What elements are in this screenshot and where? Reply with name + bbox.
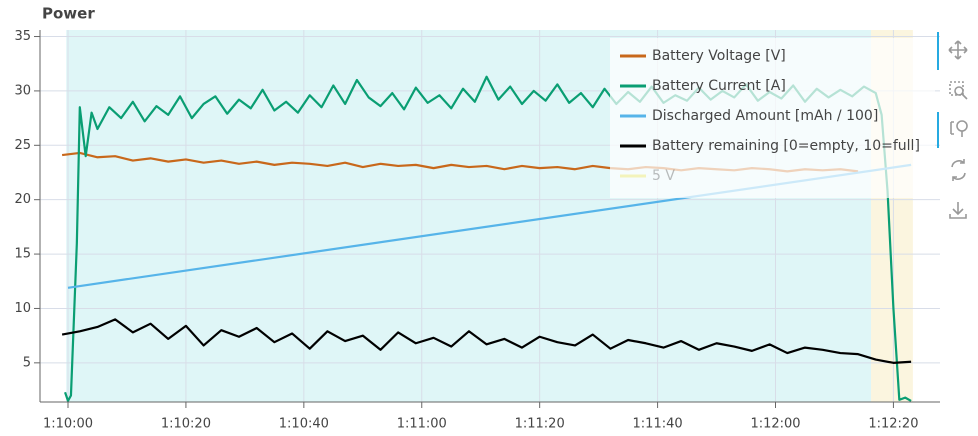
- x-tick-label: 1:10:40: [279, 417, 329, 432]
- wheel-zoom-tool[interactable]: [950, 120, 968, 137]
- active-indicator: [937, 112, 939, 148]
- x-tick-label: 1:11:00: [397, 417, 447, 432]
- x-tick-label: 1:11:40: [633, 417, 683, 432]
- series-line: [61, 318, 912, 364]
- legend-label: Battery Voltage [V]: [652, 48, 786, 64]
- box-zoom-tool[interactable]: [949, 81, 968, 100]
- y-tick-label: 15: [14, 247, 31, 262]
- x-tick-label: 1:12:20: [868, 417, 918, 432]
- y-tick-label: 25: [14, 138, 31, 153]
- legend-label: Battery remaining [0=empty, 10=full]: [652, 138, 920, 154]
- x-tick-label: 1:12:00: [750, 417, 800, 432]
- active-indicator: [937, 32, 939, 70]
- legend-box: [610, 38, 935, 198]
- x-tick-label: 1:10:00: [43, 417, 93, 432]
- x-tick-label: 1:10:20: [161, 417, 211, 432]
- legend-label: Battery Current [A]: [652, 78, 786, 94]
- x-tick-label: 1:11:20: [515, 417, 565, 432]
- save-tool[interactable]: [949, 202, 967, 219]
- y-tick-label: 35: [14, 29, 31, 44]
- legend-label: Discharged Amount [mAh / 100]: [652, 108, 878, 124]
- toolbar: [937, 32, 968, 219]
- y-tick-label: 5: [23, 355, 31, 370]
- y-tick-label: 30: [14, 83, 31, 98]
- chart-title: Power: [42, 5, 95, 23]
- y-tick-label: 10: [14, 301, 31, 316]
- pan-tool[interactable]: [948, 40, 968, 60]
- reset-tool[interactable]: [951, 159, 966, 181]
- y-tick-label: 20: [14, 192, 31, 207]
- legend-label: 5 V: [652, 168, 675, 184]
